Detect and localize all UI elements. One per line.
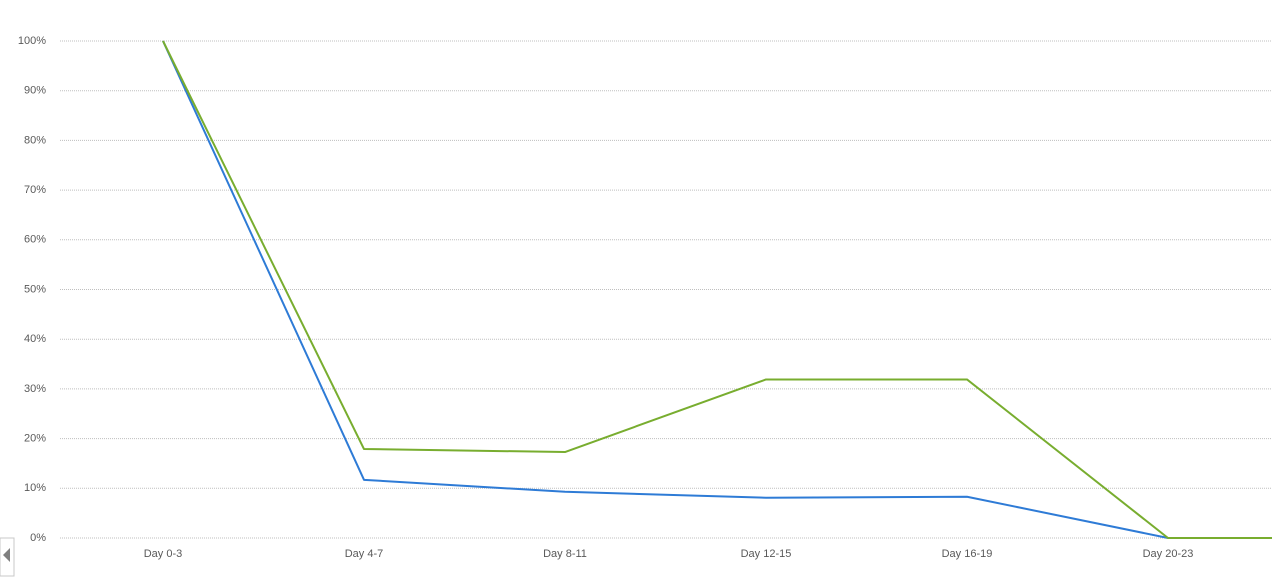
y-tick-label: 80% (24, 134, 46, 146)
y-tick-label: 100% (18, 35, 46, 47)
y-tick-label: 0% (30, 532, 46, 544)
y-tick-label: 20% (24, 433, 46, 445)
y-tick-label: 50% (24, 283, 46, 295)
y-tick-label: 30% (24, 383, 46, 395)
y-tick-label: 70% (24, 184, 46, 196)
x-tick-label: Day 16-19 (942, 548, 993, 560)
y-tick-label: 60% (24, 234, 46, 246)
x-tick-label: Day 0-3 (144, 548, 183, 560)
y-tick-label: 40% (24, 333, 46, 345)
x-tick-label: Day 12-15 (741, 548, 792, 560)
x-tick-label: Day 8-11 (543, 548, 587, 560)
scroll-button[interactable] (0, 537, 15, 577)
x-tick-label: Day 4-7 (345, 548, 384, 560)
y-tick-label: 90% (24, 85, 46, 97)
x-tick-label: Day 20-23 (1143, 548, 1194, 560)
scroll-arrow (3, 548, 10, 562)
series-line (162, 40, 1169, 539)
series-line (162, 40, 1272, 539)
y-tick-label: 10% (24, 482, 46, 494)
